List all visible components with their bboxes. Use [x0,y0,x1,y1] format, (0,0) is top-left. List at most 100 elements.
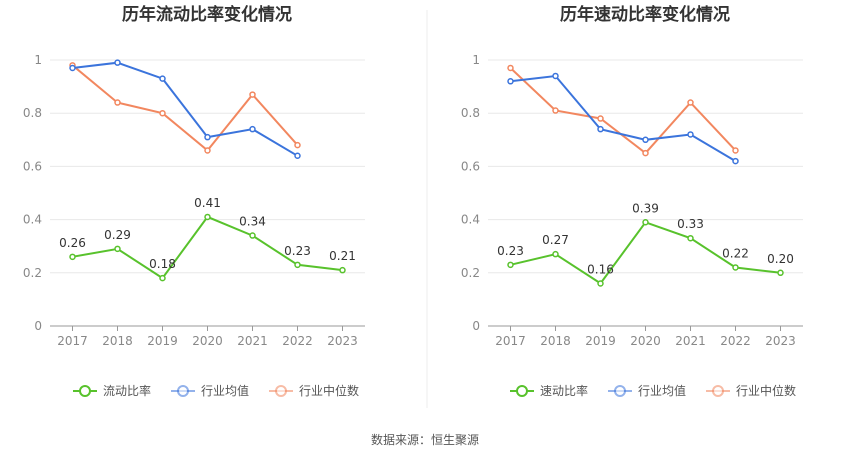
data-point [552,250,559,258]
legend-marker [614,385,626,397]
data-point [642,136,649,144]
legend-item: 速动比率 [510,383,588,398]
legend-label: 行业中位数 [736,383,796,398]
legend-item: 行业均值 [171,383,249,398]
series-line [72,61,299,157]
data-point [69,64,76,72]
data-label: 0.22 [722,246,749,260]
data-label: 0.23 [497,244,524,258]
series-line [509,67,737,155]
y-tick-label: 0.8 [23,106,42,120]
legend-marker [712,385,724,397]
legend-label: 流动比率 [103,383,151,398]
data-point [249,125,256,133]
legend-label: 行业均值 [638,383,686,398]
data-point [294,152,301,160]
current-ratio-chart: 历年流动比率变化情况 0 0.2 0.4 0.6 0.8 1 2017 2018 2019 2020… [23,4,365,398]
data-point [687,234,694,242]
data-point [777,269,784,277]
source-text: 数据来源：恒生聚源 [371,432,479,447]
data-label: 0.16 [587,262,614,276]
data-label: 0.18 [149,257,176,271]
data-label: 0.29 [104,228,131,242]
data-point [204,213,211,221]
y-tick-label: 0.6 [461,159,480,173]
series-line [71,64,299,152]
data-point [642,219,649,226]
data-label: 0.26 [59,236,86,250]
legend-marker [79,385,91,397]
x-tick-label: 2022 [282,334,313,348]
legend-label: 行业中位数 [299,383,359,398]
data-label: 0.34 [239,215,266,229]
x-tick-label: 2021 [237,334,268,348]
x-tick-label: 2018 [540,334,571,348]
data-point [597,125,604,133]
y-tick-label: 0 [472,319,480,333]
x-tick-label: 2020 [630,334,661,348]
y-tick-label: 0.4 [461,213,480,227]
x-tick-label: 2019 [147,334,178,348]
data-label: 0.20 [767,252,794,266]
data-label: 0.23 [284,244,311,258]
data-label: 0.41 [194,196,221,210]
legend-label: 速动比率 [540,383,588,398]
x-tick-label: 2021 [675,334,706,348]
data-point [507,64,514,72]
y-tick-label: 1 [472,53,480,67]
data-point [114,59,121,66]
data-label: 0.33 [677,217,704,231]
data-point [249,232,256,239]
x-tick-label: 2017 [57,334,88,348]
legend-item: 行业均值 [608,383,686,398]
data-point [204,147,211,154]
data-point [732,157,739,165]
data-point [597,280,604,287]
series-line [510,74,737,162]
x-tick-label: 2020 [192,334,223,348]
data-point [552,107,559,114]
legend-marker [516,385,528,397]
quick-ratio-chart: 历年速动比率变化情况 0 0.2 0.4 0.6 0.8 1 2017 2018 2019 2020… [461,4,803,398]
data-point [159,75,166,82]
legend-marker [275,385,287,397]
data-point [687,131,694,138]
data-point [507,78,514,85]
data-point [114,99,121,106]
data-point [69,253,76,261]
data-point [294,141,301,149]
y-tick-label: 0.8 [461,106,480,120]
data-label: 0.39 [632,201,659,215]
y-tick-label: 0.2 [23,266,42,280]
data-point [114,245,121,253]
chart-title: 历年速动比率变化情况 [560,4,730,25]
data-point [204,133,211,141]
data-point [507,261,514,269]
data-point [339,266,346,274]
data-point [732,264,739,271]
y-tick-label: 0.6 [23,159,42,173]
x-tick-label: 2023 [765,334,796,348]
legend-marker [177,385,189,397]
legend-label: 行业均值 [201,383,249,398]
y-tick-label: 1 [34,53,42,67]
legend-item: 行业中位数 [269,383,359,398]
x-tick-label: 2018 [102,334,133,348]
data-label: 0.27 [542,233,569,247]
data-point [597,115,604,122]
legend-item: 流动比率 [73,383,151,398]
data-point [642,149,649,157]
data-point [687,99,694,106]
y-tick-label: 0 [34,319,42,333]
x-tick-label: 2023 [327,334,358,348]
data-label: 0.21 [329,249,356,263]
y-tick-label: 0.4 [23,213,42,227]
legend-item: 行业中位数 [706,383,796,398]
chart-title: 历年流动比率变化情况 [122,4,292,25]
data-point [249,91,256,98]
x-tick-label: 2022 [720,334,751,348]
data-point [159,274,166,282]
data-point [552,72,559,80]
data-point [159,109,166,117]
x-tick-label: 2017 [495,334,526,348]
